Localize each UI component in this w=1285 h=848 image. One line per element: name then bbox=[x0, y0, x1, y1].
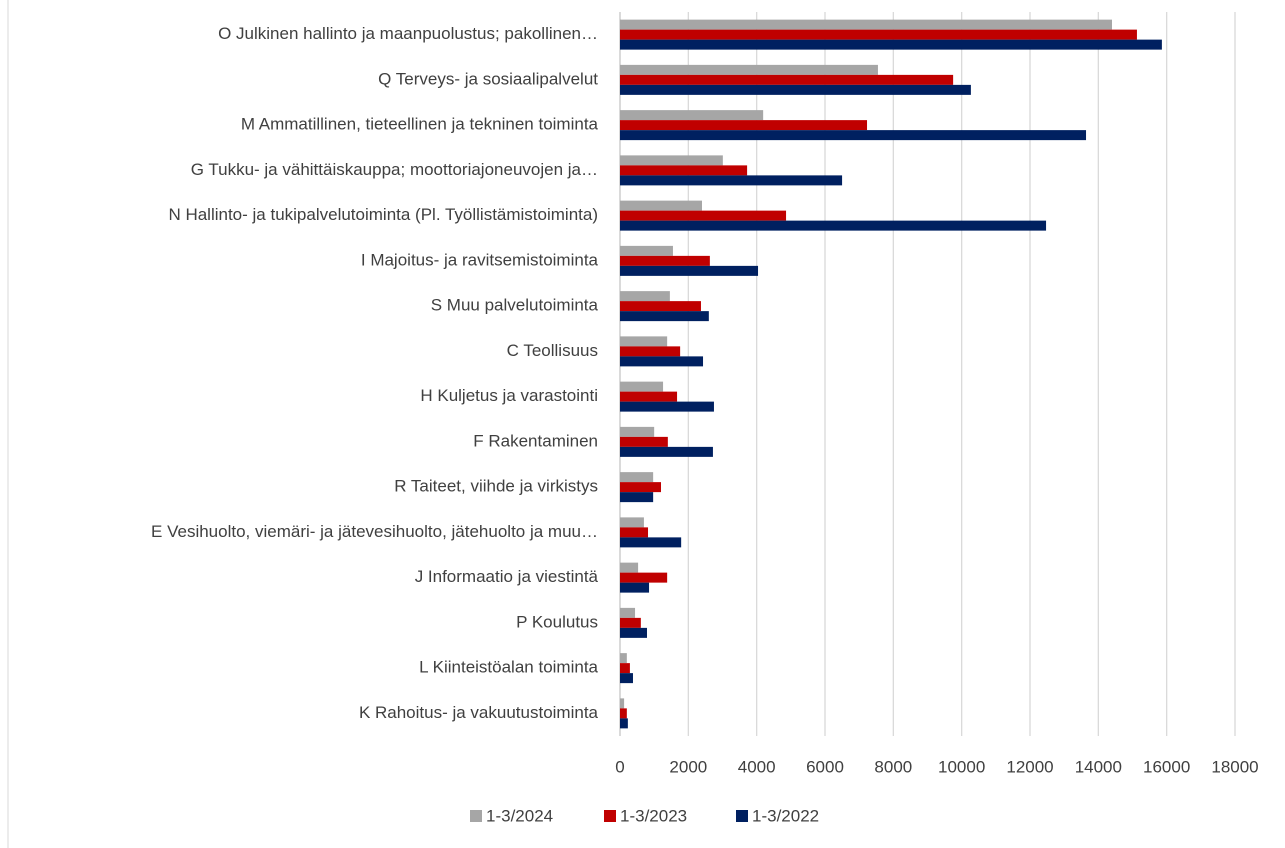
bar bbox=[620, 110, 764, 121]
y-tick-label: E Vesihuolto, viemäri- ja jätevesihuolto… bbox=[151, 522, 598, 541]
y-tick-label: K Rahoitus- ja vakuutustoiminta bbox=[359, 703, 599, 722]
bar bbox=[620, 220, 1047, 231]
bar bbox=[620, 346, 681, 357]
bar bbox=[620, 663, 630, 674]
bar bbox=[620, 582, 650, 593]
bar bbox=[620, 291, 670, 302]
bar bbox=[620, 673, 633, 684]
y-tick-label: M Ammatillinen, tieteellinen ja tekninen… bbox=[241, 115, 599, 134]
bar bbox=[620, 301, 701, 312]
chart-border bbox=[7, 0, 9, 848]
bar bbox=[620, 356, 704, 367]
bar bbox=[620, 426, 655, 437]
x-tick-label: 16000 bbox=[1143, 757, 1190, 776]
x-tick-label: 6000 bbox=[806, 757, 844, 776]
x-tick-label: 0 bbox=[615, 757, 624, 776]
bar bbox=[620, 175, 843, 186]
bar bbox=[620, 436, 668, 447]
bar bbox=[620, 708, 627, 719]
legend-swatch bbox=[736, 810, 748, 822]
x-tick-label: 2000 bbox=[669, 757, 707, 776]
x-tick-label: 10000 bbox=[938, 757, 985, 776]
y-tick-label: G Tukku- ja vähittäiskauppa; moottoriajo… bbox=[191, 160, 598, 179]
bar bbox=[620, 155, 723, 166]
bar bbox=[620, 210, 787, 221]
y-tick-label: I Majoitus- ja ravitsemistoiminta bbox=[361, 250, 599, 269]
bar bbox=[620, 391, 678, 402]
bar bbox=[620, 698, 625, 709]
x-tick-label: 12000 bbox=[1006, 757, 1053, 776]
y-tick-label: L Kiinteistöalan toiminta bbox=[419, 658, 598, 677]
x-tick-label: 4000 bbox=[738, 757, 776, 776]
y-tick-label: R Taiteet, viihde ja virkistys bbox=[394, 477, 598, 496]
legend-label: 1-3/2022 bbox=[752, 806, 819, 825]
bar bbox=[620, 311, 709, 322]
bar bbox=[620, 472, 654, 483]
bar bbox=[620, 527, 649, 538]
bar bbox=[620, 607, 636, 618]
bar bbox=[620, 381, 664, 392]
bar bbox=[620, 492, 654, 503]
bar bbox=[620, 537, 682, 548]
legend-swatch bbox=[470, 810, 482, 822]
x-tick-label: 8000 bbox=[874, 757, 912, 776]
bar bbox=[620, 517, 644, 528]
bar bbox=[620, 200, 702, 211]
bar bbox=[620, 401, 714, 412]
bar bbox=[620, 29, 1137, 40]
bar bbox=[620, 446, 713, 457]
y-tick-label: H Kuljetus ja varastointi bbox=[420, 386, 598, 405]
bar bbox=[620, 165, 748, 176]
bar bbox=[620, 84, 971, 95]
bar bbox=[620, 130, 1087, 141]
bar bbox=[620, 617, 641, 628]
bar bbox=[620, 572, 668, 583]
bar bbox=[620, 653, 627, 664]
legend-label: 1-3/2023 bbox=[620, 806, 687, 825]
bar bbox=[620, 64, 878, 75]
y-tick-label: S Muu palvelutoiminta bbox=[431, 296, 599, 315]
y-tick-label: P Koulutus bbox=[516, 612, 598, 631]
y-tick-label: F Rakentaminen bbox=[473, 431, 598, 450]
bar bbox=[620, 562, 639, 573]
y-tick-label: J Informaatio ja viestintä bbox=[415, 567, 599, 586]
bar bbox=[620, 39, 1162, 50]
bar bbox=[620, 336, 668, 347]
y-tick-label: N Hallinto- ja tukipalvelutoiminta (Pl. … bbox=[168, 205, 598, 224]
y-tick-label: C Teollisuus bbox=[507, 341, 598, 360]
bar bbox=[620, 265, 759, 276]
x-tick-label: 14000 bbox=[1075, 757, 1122, 776]
y-tick-label: Q Terveys- ja sosiaalipalvelut bbox=[378, 69, 598, 88]
bar bbox=[620, 718, 628, 729]
bar bbox=[620, 19, 1112, 30]
bar bbox=[620, 627, 647, 638]
bar bbox=[620, 255, 710, 266]
bar bbox=[620, 245, 673, 256]
bar bbox=[620, 74, 954, 85]
y-tick-label: O Julkinen hallinto ja maanpuolustus; pa… bbox=[218, 24, 598, 43]
bar bbox=[620, 120, 868, 131]
legend-label: 1-3/2024 bbox=[486, 806, 553, 825]
legend-swatch bbox=[604, 810, 616, 822]
x-tick-label: 18000 bbox=[1211, 757, 1258, 776]
bar bbox=[620, 482, 661, 493]
